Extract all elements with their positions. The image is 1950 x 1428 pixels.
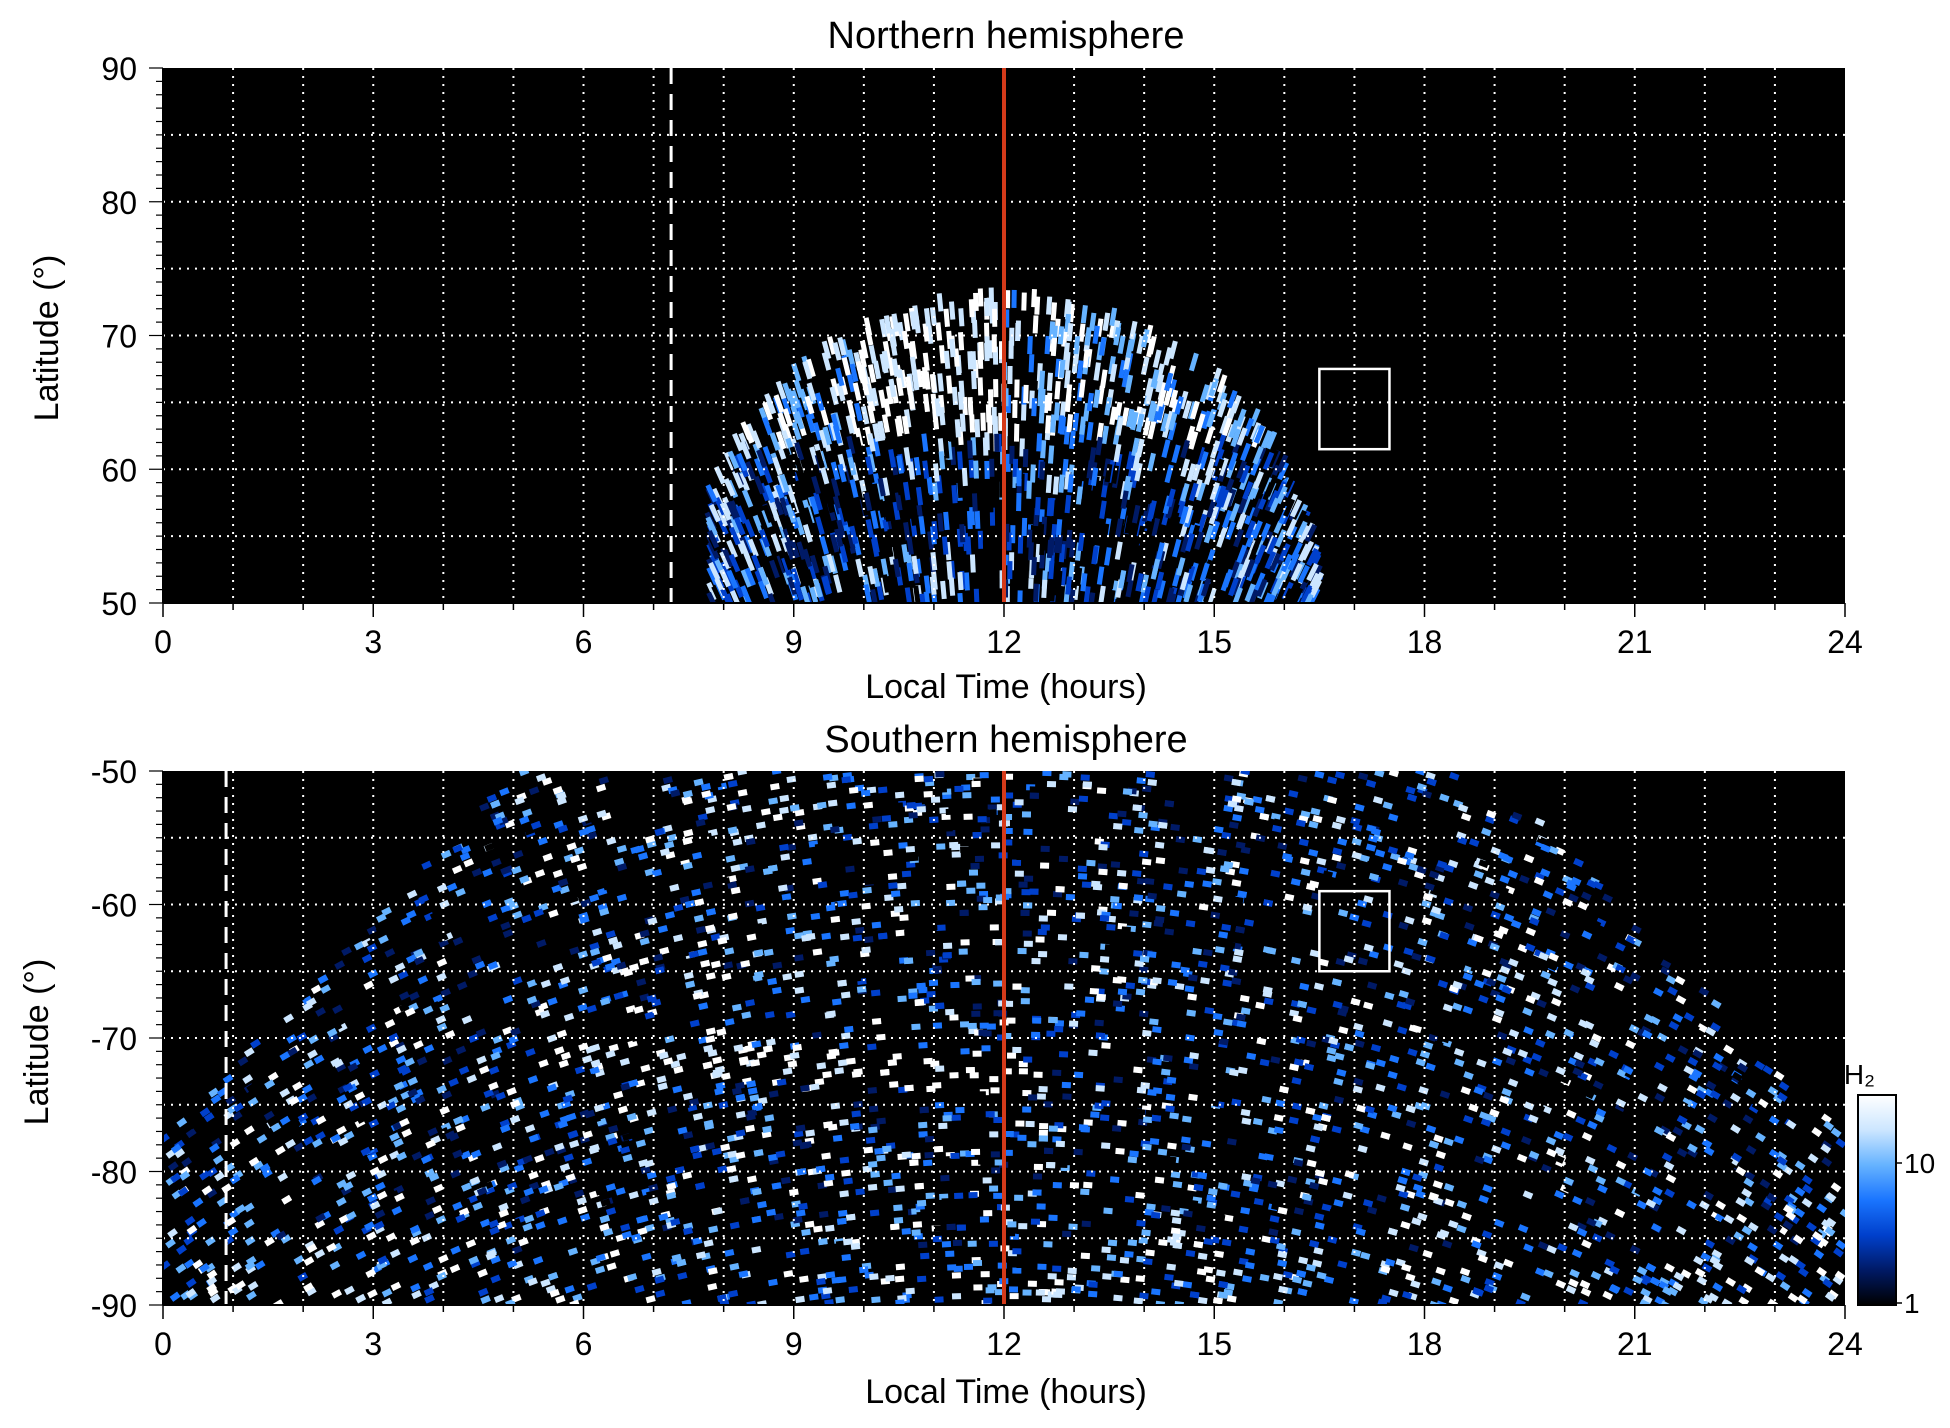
northern-panel: Northern hemisphere Local Time (hours) L… bbox=[28, 15, 1863, 706]
southern-ylabel: Latitude (°) bbox=[18, 959, 56, 1126]
y-tick-label: 80 bbox=[101, 185, 137, 221]
x-tick-label: 0 bbox=[154, 624, 172, 660]
y-tick-label: 90 bbox=[101, 51, 137, 87]
x-tick-label: 9 bbox=[785, 624, 803, 660]
x-tick-label: 12 bbox=[986, 624, 1022, 660]
y-tick-label: 50 bbox=[101, 586, 137, 622]
y-tick-label: -90 bbox=[91, 1288, 137, 1324]
colorbar bbox=[1858, 1095, 1896, 1305]
y-tick-label: 70 bbox=[101, 319, 137, 355]
x-tick-label: 18 bbox=[1407, 624, 1443, 660]
y-tick-label: -60 bbox=[91, 888, 137, 924]
x-tick-label: 21 bbox=[1617, 624, 1653, 660]
northern-title: Northern hemisphere bbox=[828, 15, 1185, 57]
y-tick-label: 60 bbox=[101, 452, 137, 488]
northern-ylabel: Latitude (°) bbox=[28, 255, 66, 422]
x-tick-label: 0 bbox=[154, 1326, 172, 1362]
colorbar-tick-label: 1 bbox=[1904, 1288, 1920, 1319]
x-tick-label: 9 bbox=[785, 1326, 803, 1362]
x-tick-label: 3 bbox=[364, 624, 382, 660]
y-tick-label: -80 bbox=[91, 1155, 137, 1191]
x-tick-label: 24 bbox=[1827, 624, 1863, 660]
x-tick-label: 15 bbox=[1196, 624, 1232, 660]
northern-xlabel: Local Time (hours) bbox=[865, 668, 1147, 706]
colorbar-tick-label: 10 bbox=[1904, 1148, 1935, 1179]
x-tick-label: 6 bbox=[575, 1326, 593, 1362]
x-tick-label: 21 bbox=[1617, 1326, 1653, 1362]
southern-xlabel: Local Time (hours) bbox=[865, 1373, 1147, 1411]
x-tick-label: 3 bbox=[364, 1326, 382, 1362]
x-tick-label: 18 bbox=[1407, 1326, 1443, 1362]
y-tick-label: -50 bbox=[91, 754, 137, 790]
x-tick-label: 15 bbox=[1196, 1326, 1232, 1362]
x-tick-label: 24 bbox=[1827, 1326, 1863, 1362]
y-tick-label: -70 bbox=[91, 1021, 137, 1057]
southern-panel: Southern hemisphere Local Time (hours) L… bbox=[18, 719, 1935, 1411]
x-tick-label: 12 bbox=[986, 1326, 1022, 1362]
x-tick-label: 6 bbox=[575, 624, 593, 660]
southern-title: Southern hemisphere bbox=[824, 719, 1187, 761]
